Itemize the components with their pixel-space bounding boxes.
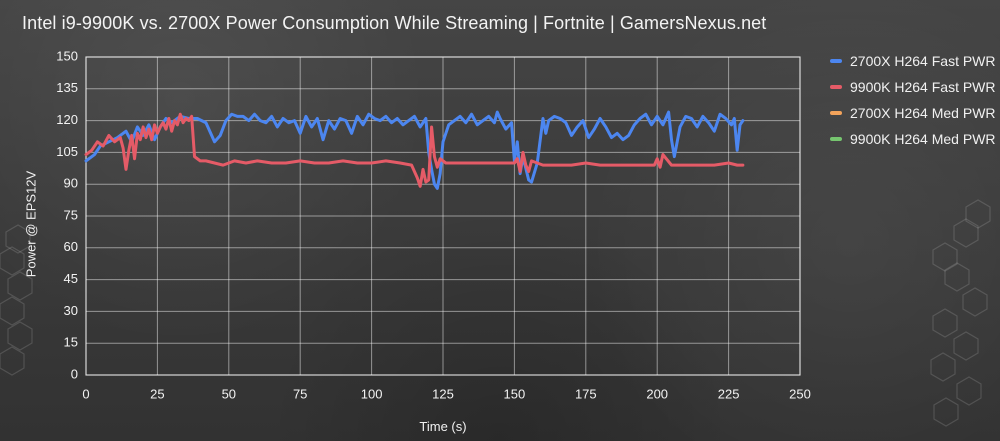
legend-label-9900k-fast: 9900K H264 Fast PWR (850, 79, 996, 95)
x-tick-label: 150 (504, 386, 526, 401)
x-axis-ticks: 0 25 50 75 100 125 150 175 200 225 250 (82, 386, 810, 401)
y-tick-label: 15 (64, 335, 78, 350)
y-tick-label: 105 (56, 144, 78, 159)
y-tick-label: 75 (64, 207, 78, 222)
x-tick-label: 225 (718, 386, 740, 401)
legend: 2700X H264 Fast PWR 9900K H264 Fast PWR … (830, 48, 996, 152)
y-tick-label: 90 (64, 176, 78, 191)
legend-swatch-2700x-med (830, 111, 842, 115)
legend-item-9900k-med: 9900K H264 Med PWR (830, 126, 996, 152)
legend-item-9900k-fast: 9900K H264 Fast PWR (830, 74, 996, 100)
x-tick-label: 175 (575, 386, 597, 401)
y-tick-label: 0 (71, 366, 78, 381)
x-tick-label: 0 (82, 386, 89, 401)
legend-label-2700x-fast: 2700X H264 Fast PWR (850, 53, 996, 69)
plot-frame (85, 56, 801, 376)
legend-item-2700x-med: 2700X H264 Med PWR (830, 100, 996, 126)
x-axis-title: Time (s) (419, 419, 467, 434)
legend-swatch-9900k-med (830, 137, 842, 141)
series-layer (84, 110, 745, 190)
legend-swatch-9900k-fast (830, 85, 842, 89)
y-tick-label: 45 (64, 271, 78, 286)
x-tick-label: 100 (361, 386, 383, 401)
x-tick-label: 250 (789, 386, 811, 401)
legend-label-2700x-med: 2700X H264 Med PWR (850, 105, 996, 121)
legend-item-2700x-fast: 2700X H264 Fast PWR (830, 48, 996, 74)
x-tick-label: 25 (150, 386, 164, 401)
y-tick-label: 135 (56, 80, 78, 95)
series-line-0 (84, 110, 745, 190)
y-tick-label: 120 (56, 112, 78, 127)
legend-label-9900k-med: 9900K H264 Med PWR (850, 131, 996, 147)
grid-layer (85, 56, 801, 376)
x-tick-label: 125 (432, 386, 454, 401)
series-line-1 (84, 112, 745, 188)
y-tick-label: 60 (64, 239, 78, 254)
x-tick-label: 200 (646, 386, 668, 401)
x-tick-label: 75 (293, 386, 307, 401)
y-tick-label: 30 (64, 303, 78, 318)
x-tick-label: 50 (222, 386, 236, 401)
legend-swatch-2700x-fast (830, 59, 842, 63)
chart-title: Intel i9-9900K vs. 2700X Power Consumpti… (22, 13, 767, 33)
y-tick-label: 150 (56, 48, 78, 63)
y-axis-title: Power @ EPS12V (23, 170, 39, 278)
y-axis-ticks: 0 15 30 45 60 75 90 105 120 135 150 (56, 48, 78, 381)
